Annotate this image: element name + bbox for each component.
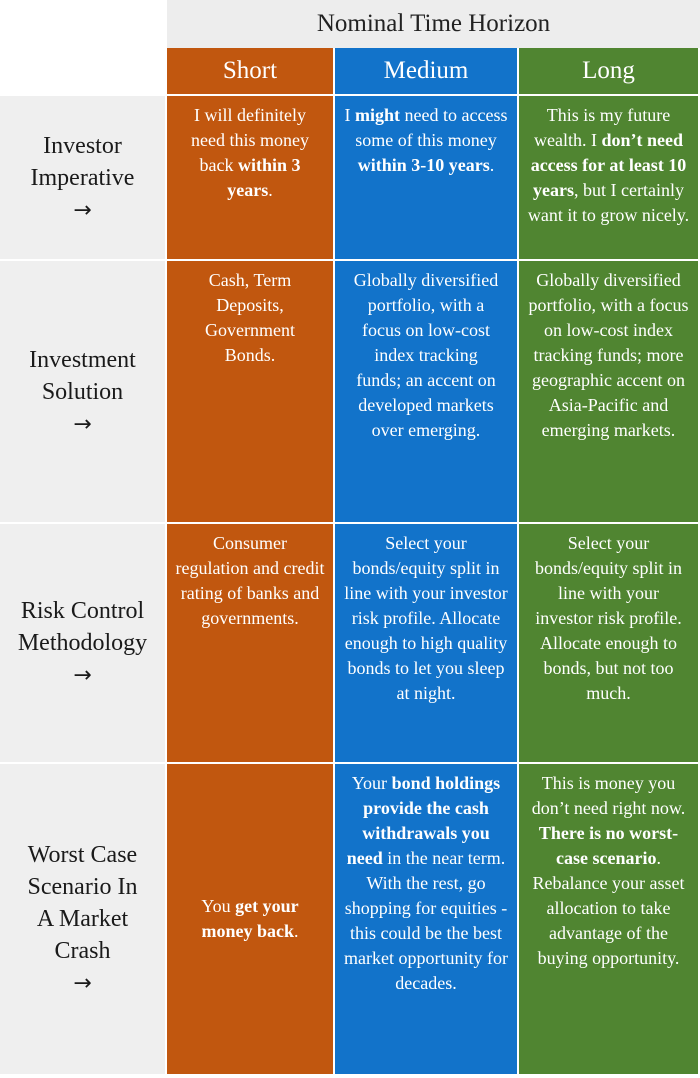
right-arrow-icon: →	[73, 663, 92, 688]
column-header-long: Long	[519, 48, 700, 96]
cell-worst-case-medium: Your bond holdings provide the cash with…	[335, 764, 519, 1076]
cell-investor-imperative-long: This is my future wealth. I don’t need a…	[519, 96, 700, 261]
row-label: Investment Solution	[29, 346, 136, 405]
column-header-short: Short	[167, 48, 335, 96]
cell-worst-case-long: This is money you don’t need right now. …	[519, 764, 700, 1076]
table-super-header: Nominal Time Horizon	[167, 0, 700, 48]
cell-investment-solution-medium: Globally diversified portfolio, with a f…	[335, 261, 519, 524]
cell-investor-imperative-short: I will definitely need this money back w…	[167, 96, 335, 261]
cell-risk-control-short: Consumer regulation and credit rating of…	[167, 524, 335, 764]
row-header-investment-solution: Investment Solution →	[0, 261, 167, 524]
cell-risk-control-medium: Select your bonds/equity split in line w…	[335, 524, 519, 764]
column-header-medium: Medium	[335, 48, 519, 96]
row-header-investor-imperative: Investor Imperative →	[0, 96, 167, 261]
corner-blank-2	[0, 48, 167, 96]
row-header-worst-case: Worst Case Scenario In A Market Crash →	[0, 764, 167, 1076]
cell-text: You get your money back.	[201, 896, 299, 941]
row-label: Risk Control Methodology	[17, 598, 148, 656]
cell-risk-control-long: Select your bonds/equity split in line w…	[519, 524, 700, 764]
cell-worst-case-short: You get your money back.	[167, 764, 335, 1076]
right-arrow-icon: →	[73, 411, 92, 437]
right-arrow-icon: →	[73, 971, 92, 996]
row-label: Investor Imperative	[30, 132, 135, 191]
right-arrow-icon: →	[73, 197, 92, 223]
cell-investment-solution-long: Globally diversified portfolio, with a f…	[519, 261, 700, 524]
cell-investment-solution-short: Cash, Term Deposits, Government Bonds.	[167, 261, 335, 524]
corner-blank	[0, 0, 167, 48]
row-header-risk-control: Risk Control Methodology →	[0, 524, 167, 764]
cell-investor-imperative-medium: I might need to access some of this mone…	[335, 96, 519, 261]
row-label: Worst Case Scenario In A Market Crash	[27, 842, 138, 964]
